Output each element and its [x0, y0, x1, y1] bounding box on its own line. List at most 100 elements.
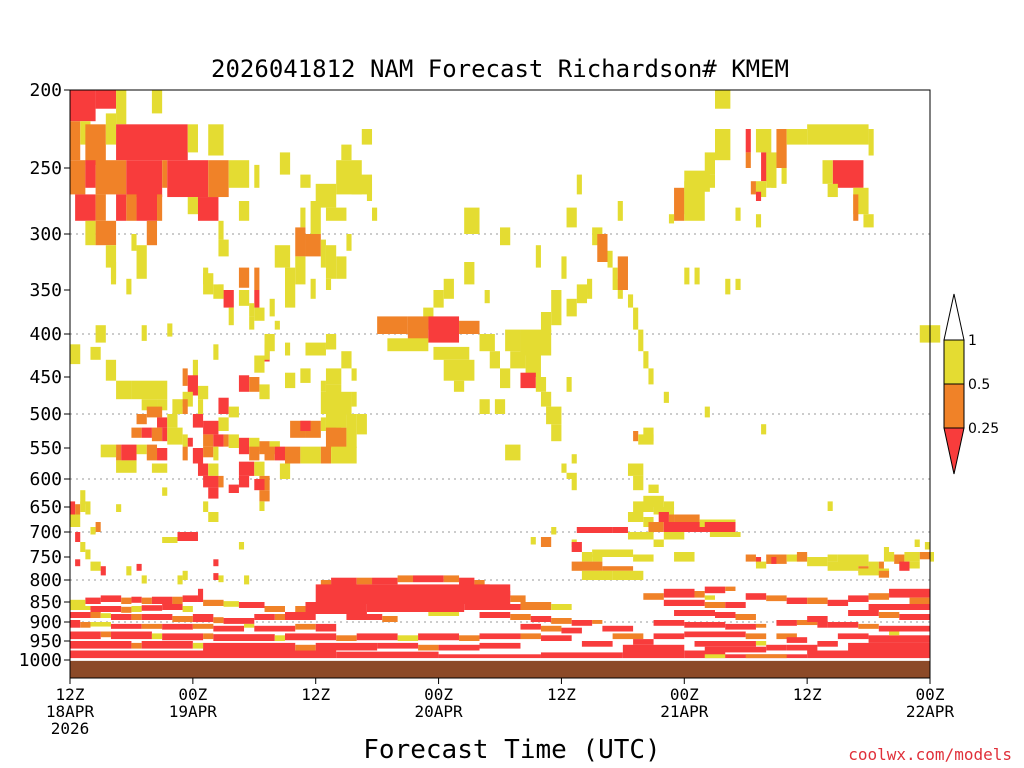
heatmap-cell	[561, 627, 582, 634]
heatmap-cell	[643, 593, 664, 600]
heatmap-cell	[223, 290, 234, 308]
heatmap-cell	[320, 187, 326, 201]
heatmap-cell	[520, 633, 541, 640]
heatmap-cell	[766, 644, 787, 651]
heatmap-cell	[878, 612, 900, 618]
heatmap-cell	[745, 654, 787, 659]
chart-title: 2026041812 NAM Forecast Richardson# KMEM	[211, 55, 789, 83]
heatmap-cell	[674, 514, 700, 522]
heatmap-cell	[146, 444, 158, 461]
heatmap-cell	[218, 239, 229, 257]
y-tick-label: 400	[29, 324, 62, 345]
heatmap-cell	[674, 187, 685, 221]
heatmap-cell	[546, 406, 562, 425]
heatmap-cell	[745, 554, 756, 562]
heatmap-cell	[694, 641, 756, 647]
heatmap-cell	[320, 239, 326, 268]
heatmap-cell	[70, 606, 91, 610]
heatmap-cell	[576, 527, 613, 533]
heatmap-cell	[889, 588, 930, 598]
heatmap-cell	[203, 633, 214, 640]
heatmap-cell	[653, 633, 685, 640]
heatmap-cell	[100, 444, 117, 458]
heatmap-cell	[254, 164, 260, 188]
heatmap-cell	[617, 256, 628, 290]
heatmap-cell	[208, 124, 224, 156]
heatmap-cell	[418, 644, 439, 651]
heatmap-cell	[238, 201, 250, 221]
heatmap-cell	[597, 234, 608, 262]
heatmap-cell	[663, 522, 715, 532]
heatmap-cell	[285, 633, 337, 641]
heatmap-cell	[121, 597, 132, 604]
heatmap-cell	[633, 639, 654, 645]
heatmap-cell	[85, 501, 91, 515]
heatmap-cell	[305, 234, 321, 257]
heatmap-cell	[238, 542, 245, 550]
heatmap-cell	[85, 220, 96, 246]
heatmap-cell	[254, 267, 260, 290]
heatmap-cell	[663, 588, 695, 598]
heatmap-cell	[315, 623, 337, 632]
heatmap-cell	[633, 475, 644, 491]
heatmap-cell	[479, 334, 495, 352]
heatmap-cell	[776, 129, 787, 168]
x-tick-label: 22APR	[906, 702, 955, 721]
heatmap-cell	[331, 446, 357, 464]
heatmap-cell	[116, 444, 122, 461]
y-tick-label: 450	[29, 367, 62, 388]
heatmap-cell	[551, 290, 562, 326]
heatmap-cell	[80, 501, 86, 512]
heatmap-cell	[658, 512, 669, 522]
heatmap-cell	[832, 160, 864, 188]
heatmap-cell	[90, 346, 101, 360]
heatmap-cell	[136, 245, 147, 279]
y-tick-label: 850	[29, 592, 62, 613]
heatmap-cell	[858, 623, 879, 629]
y-tick-label: 300	[29, 224, 62, 245]
heatmap-cell	[305, 602, 367, 614]
heatmap-cell	[566, 298, 577, 317]
heatmap-cell	[745, 593, 767, 600]
heatmap-cell	[377, 642, 419, 649]
heatmap-cell	[566, 207, 577, 228]
heatmap-cell	[249, 303, 255, 317]
heatmap-cell	[827, 622, 859, 628]
heatmap-cell	[254, 625, 296, 632]
heatmap-cell	[571, 561, 603, 571]
heatmap-cell	[182, 606, 193, 612]
heatmap-cell	[126, 194, 137, 221]
heatmap-cell	[366, 183, 373, 201]
heatmap-cell	[259, 501, 265, 511]
x-tick-label: 21APR	[660, 702, 709, 721]
heatmap-cell	[443, 575, 460, 583]
heatmap-cell	[197, 588, 204, 602]
x-tick-label: 00Z	[424, 685, 453, 704]
heatmap-cell	[213, 625, 245, 632]
heatmap-cell	[704, 406, 710, 418]
heatmap-cell	[305, 342, 326, 356]
heatmap-cell	[213, 284, 224, 299]
heatmap-cell	[464, 262, 475, 285]
heatmap-cell	[121, 444, 137, 461]
heatmap-cell	[704, 595, 715, 600]
heatmap-cell	[110, 614, 132, 620]
heatmap-cell	[633, 307, 639, 330]
heatmap-cell	[684, 267, 690, 285]
heatmap-cell	[177, 532, 198, 541]
heatmap-cell	[745, 129, 751, 153]
heatmap-cell	[151, 427, 163, 442]
heatmap-cell	[203, 273, 214, 295]
heatmap-cell	[633, 431, 639, 442]
heatmap-cell	[182, 570, 188, 580]
heatmap-cell	[254, 290, 260, 308]
heatmap-cell	[627, 294, 634, 308]
heatmap-cell	[264, 349, 270, 360]
heatmap-cell	[121, 606, 132, 613]
heatmap-cell	[95, 220, 117, 246]
heatmap-cell	[218, 220, 224, 240]
heatmap-cell	[300, 446, 321, 464]
heatmap-cell	[223, 601, 239, 607]
heatmap-cell	[592, 554, 603, 562]
heatmap-cell	[182, 368, 188, 386]
